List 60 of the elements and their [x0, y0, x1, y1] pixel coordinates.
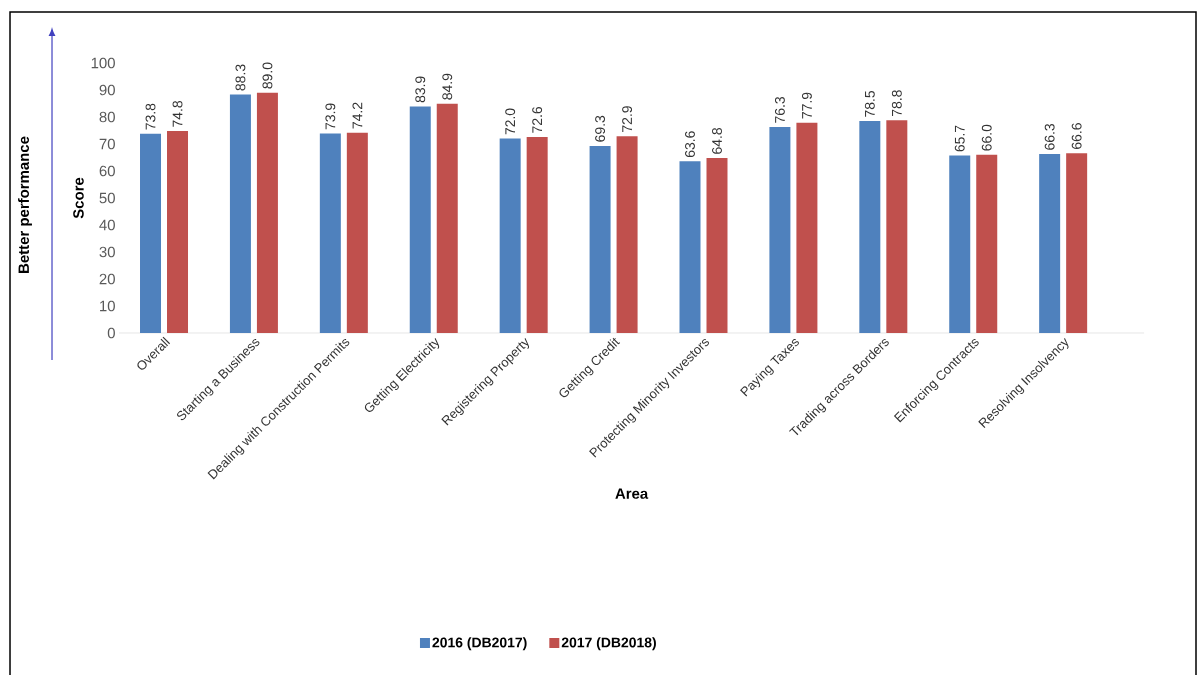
bar — [679, 161, 701, 333]
data-label: 72.6 — [532, 106, 543, 133]
bar — [140, 133, 162, 333]
legend-label: 2016 (DB2017) — [432, 637, 527, 651]
y-axis-title: Score — [73, 177, 84, 219]
data-label: 78.8 — [891, 90, 902, 116]
data-label: 72.9 — [622, 106, 633, 132]
data-label: 78.5 — [864, 90, 875, 117]
bar — [436, 103, 458, 333]
y-tick-label: 30 — [99, 246, 115, 258]
bar — [796, 122, 818, 333]
data-label: 73.9 — [325, 103, 336, 130]
data-label: 84.9 — [442, 73, 453, 100]
text: Better performance — [18, 136, 32, 273]
bar — [616, 136, 638, 333]
y-tick-label: 0 — [107, 327, 115, 339]
x-axis-title: Area — [615, 488, 649, 499]
bar — [229, 94, 251, 333]
data-label: 83.9 — [415, 76, 426, 103]
bar — [526, 136, 548, 333]
bar — [167, 131, 189, 333]
data-label: 65.7 — [954, 125, 965, 152]
data-label: 89.0 — [262, 62, 273, 89]
y-tick-label: 90 — [99, 84, 115, 96]
data-label: 73.8 — [145, 103, 156, 130]
bar — [346, 132, 368, 333]
data-label: 69.3 — [595, 115, 606, 142]
data-label: 77.9 — [801, 92, 812, 119]
bar — [976, 154, 998, 333]
data-label: 72.0 — [505, 108, 516, 135]
y-tick-label: 50 — [99, 192, 115, 204]
y-tick-label: 80 — [99, 111, 115, 123]
bar — [256, 92, 278, 333]
data-label: 74.8 — [172, 100, 183, 127]
data-label: 64.8 — [712, 127, 722, 154]
y-tick-label: 70 — [99, 138, 115, 150]
legend-label: 2017 (DB2018) — [561, 637, 656, 651]
bar — [886, 120, 908, 333]
bar — [1039, 153, 1061, 333]
data-label: 76.3 — [774, 96, 785, 123]
bar — [769, 126, 791, 333]
y-tick-label: 60 — [99, 165, 115, 177]
data-label: 66.6 — [1071, 123, 1082, 149]
data-label: 63.6 — [685, 131, 695, 158]
bar — [949, 155, 971, 333]
y-tick-label: 40 — [99, 219, 115, 231]
bar — [409, 106, 431, 333]
data-label: 66.0 — [981, 124, 992, 151]
y-tick-label: 100 — [91, 57, 115, 69]
bar — [859, 121, 881, 333]
bar — [319, 133, 341, 333]
data-label: 74.2 — [352, 102, 363, 129]
data-label: 88.3 — [235, 64, 246, 91]
bar — [706, 158, 728, 333]
y-tick-label: 10 — [100, 300, 115, 312]
bar — [1066, 153, 1088, 333]
bar — [499, 138, 521, 333]
y-tick-label: 20 — [99, 273, 115, 285]
data-label: 66.3 — [1044, 123, 1055, 150]
bar — [589, 145, 611, 333]
